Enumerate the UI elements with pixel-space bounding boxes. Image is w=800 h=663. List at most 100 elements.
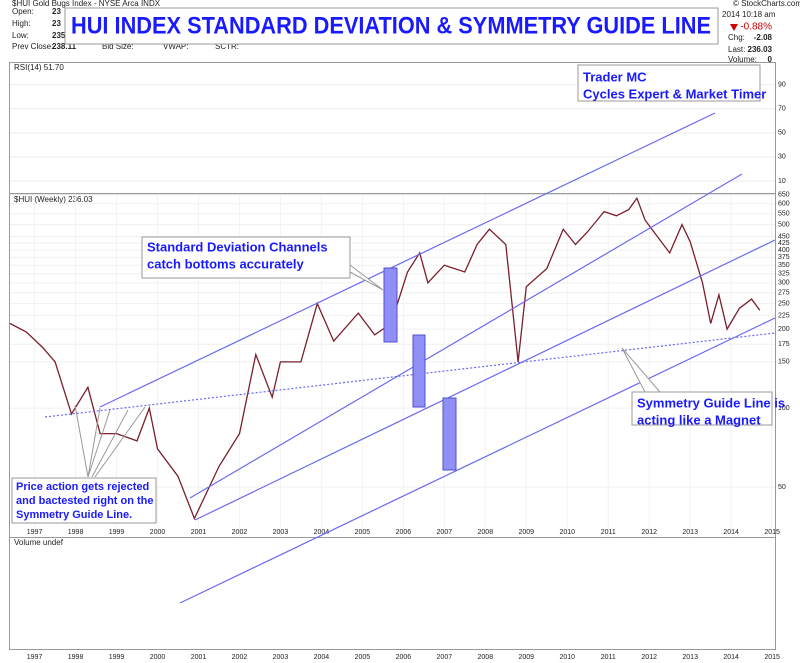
x-tick-label: 2004 [314, 529, 330, 536]
x-tick-label: 2003 [273, 654, 289, 661]
x-tick-label: 2010 [559, 529, 575, 536]
x-tick-label: 2013 [682, 529, 698, 536]
y-tick-label: 400 [778, 247, 790, 254]
callout-box [11, 477, 157, 524]
highlight-box [442, 397, 457, 471]
annotation: Price action gets rejected [16, 481, 149, 493]
x-tick-label: 2009 [518, 654, 534, 661]
x-tick-label: 2015 [764, 529, 780, 536]
annotation: Standard Deviation Channels [147, 239, 328, 254]
x-tick-label: 2009 [518, 529, 534, 536]
rsi-tick-label: 90 [778, 82, 786, 89]
channel-line [189, 173, 743, 499]
x-tick-label: 2008 [478, 654, 494, 661]
annotation: Symmetry Guide Line. [16, 509, 132, 521]
y-tick-label: 375 [778, 254, 790, 261]
field-value: 238.11 [52, 42, 77, 51]
x-tick-label: 2000 [150, 654, 166, 661]
x-tick-label: 1999 [109, 529, 125, 536]
price-line [9, 196, 761, 521]
x-tick-label: 2014 [723, 529, 739, 536]
rsi-tick-label: 70 [778, 106, 786, 113]
channel-line [194, 239, 776, 521]
rsi-panel [9, 62, 776, 194]
highlight-box [412, 334, 426, 408]
watermark: © StockCharts.com [733, 0, 800, 8]
annotation: catch bottoms accurately [147, 256, 305, 271]
callout-box [577, 64, 761, 102]
x-tick-label: 1997 [27, 654, 43, 661]
y-tick-label: 275 [778, 290, 790, 297]
x-tick-label: 2013 [682, 654, 698, 661]
volume-panel [9, 537, 776, 650]
x-tick-label: 2011 [601, 529, 616, 536]
timestamp: 2014 10:18 am [722, 10, 776, 19]
annotation: Symmetry Guide Line is [637, 395, 785, 410]
highlight-box [383, 267, 398, 343]
y-tick-label: 600 [778, 201, 790, 208]
x-tick-label: 2001 [191, 654, 207, 661]
y-tick-label: 500 [778, 221, 790, 228]
chart-title: HUI INDEX STANDARD DEVIATION & SYMMETRY … [71, 12, 711, 39]
x-tick-label: 2012 [641, 529, 657, 536]
x-tick-label: 2007 [437, 529, 453, 536]
x-tick-label: 1997 [27, 529, 43, 536]
field-value: 23 [52, 7, 61, 16]
down-arrow [730, 24, 738, 31]
y-tick-label: 425 [778, 240, 790, 247]
x-tick-label: 2008 [478, 529, 494, 536]
y-tick-label: 100 [778, 405, 790, 412]
field-label: SCTR: [215, 42, 239, 51]
rsi-panel-label: RSI(14) 51.70 [14, 63, 64, 72]
rsi-tick-label: 50 [778, 130, 786, 137]
field-label: Last: [728, 45, 745, 54]
symbol-title: $HUI Gold Bugs Index - NYSE Arca INDX [12, 0, 161, 8]
field-label: Bid Size: [102, 42, 134, 51]
x-tick-label: 2003 [273, 529, 289, 536]
field-label: High: [12, 19, 31, 28]
rsi-tick-label: 30 [778, 154, 786, 161]
x-tick-label: 2012 [641, 654, 657, 661]
x-tick-label: 1999 [109, 654, 125, 661]
x-tick-label: 2015 [764, 654, 780, 661]
x-tick-label: 1998 [68, 529, 84, 536]
y-tick-label: 200 [778, 326, 790, 333]
annotation: acting like a Magnet [637, 412, 761, 427]
field-value: -2.08 [754, 33, 773, 42]
y-tick-label: 650 [778, 191, 790, 198]
annotation: and bactested right on the [16, 495, 154, 507]
x-tick-label: 2006 [396, 654, 412, 661]
x-tick-label: 2005 [355, 654, 371, 661]
y-tick-label: 300 [778, 280, 790, 287]
field-label: Open: [12, 7, 34, 16]
callout-box [621, 347, 773, 426]
y-tick-label: 250 [778, 300, 790, 307]
callout-box [141, 236, 384, 291]
channel-line [179, 317, 776, 604]
annotation: Cycles Expert & Market Timer [583, 86, 766, 101]
channel-line [99, 112, 716, 408]
volume-panel-label: Volume undef [14, 538, 64, 547]
x-tick-label: 2004 [314, 654, 330, 661]
x-tick-label: 2007 [437, 654, 453, 661]
annotation: Trader MC [583, 69, 647, 84]
callout-pointer [74, 404, 146, 478]
field-value: 23 [52, 19, 61, 28]
field-label: Volume: [728, 55, 757, 64]
field-value: 236.03 [748, 45, 773, 54]
x-tick-label: 2006 [396, 529, 412, 536]
x-tick-label: 2002 [232, 529, 248, 536]
x-tick-label: 2011 [601, 654, 616, 661]
field-value: 0 [768, 55, 773, 64]
rsi-tick-label: 10 [778, 178, 786, 185]
price-panel-label: $HUI (Weekly) 236.03 [14, 195, 93, 204]
field-label: Low: [12, 31, 29, 40]
y-tick-label: 350 [778, 262, 790, 269]
x-tick-label: 2000 [150, 529, 166, 536]
y-tick-label: 150 [778, 359, 790, 366]
y-tick-label: 50 [778, 484, 786, 491]
x-tick-label: 1998 [68, 654, 84, 661]
title-box [64, 7, 719, 45]
y-tick-label: 325 [778, 271, 790, 278]
